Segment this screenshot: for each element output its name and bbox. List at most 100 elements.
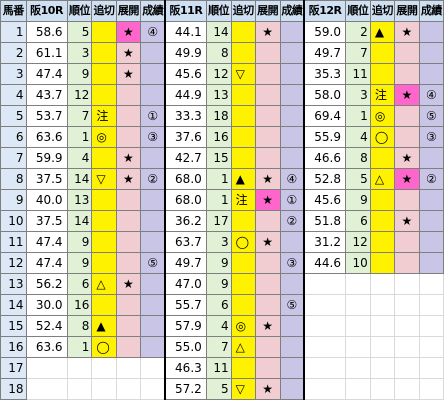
score-cell[interactable]: 56.2 <box>25 273 68 295</box>
empty-cell[interactable] <box>303 294 346 316</box>
empty-cell[interactable] <box>369 378 395 400</box>
training-mark-cell[interactable]: ▲ <box>230 168 256 190</box>
pace-cell[interactable]: ★ <box>254 21 281 43</box>
empty-cell[interactable] <box>140 378 166 400</box>
empty-cell[interactable] <box>344 315 371 337</box>
empty-cell[interactable] <box>369 315 395 337</box>
rank-cell[interactable]: 1 <box>344 105 371 127</box>
rank-cell[interactable]: 5 <box>344 168 371 190</box>
training-mark-cell[interactable] <box>91 147 117 169</box>
training-mark-cell[interactable] <box>91 210 117 232</box>
horse-number-cell[interactable]: 12 <box>0 252 27 274</box>
result-cell[interactable] <box>279 126 305 148</box>
header-cell-rank[interactable]: 順位 <box>344 0 371 22</box>
result-cell[interactable] <box>279 21 305 43</box>
rank-cell[interactable]: 1 <box>66 336 93 358</box>
training-mark-cell[interactable]: 注 <box>230 189 256 211</box>
result-cell[interactable]: ② <box>279 210 305 232</box>
empty-cell[interactable] <box>25 357 68 379</box>
training-mark-cell[interactable]: 注 <box>369 84 395 106</box>
training-mark-cell[interactable] <box>369 147 395 169</box>
empty-cell[interactable] <box>393 378 420 400</box>
horse-number-cell[interactable]: 3 <box>0 63 27 85</box>
score-cell[interactable]: 47.4 <box>25 63 68 85</box>
result-cell[interactable]: ① <box>279 189 305 211</box>
header-cell-training[interactable]: 追切 <box>369 0 395 22</box>
rank-cell[interactable]: 6 <box>344 210 371 232</box>
horse-number-cell[interactable]: 10 <box>0 210 27 232</box>
header-cell-rank[interactable]: 順位 <box>66 0 93 22</box>
score-cell[interactable]: 44.9 <box>164 84 207 106</box>
header-cell-training[interactable]: 追切 <box>91 0 117 22</box>
rank-cell[interactable]: 4 <box>344 126 371 148</box>
result-cell[interactable] <box>279 63 305 85</box>
empty-cell[interactable] <box>66 357 93 379</box>
empty-cell[interactable] <box>344 378 371 400</box>
horse-number-cell[interactable]: 17 <box>0 357 27 379</box>
training-mark-cell[interactable] <box>91 252 117 274</box>
pace-cell[interactable] <box>393 126 420 148</box>
result-cell[interactable] <box>140 63 166 85</box>
training-mark-cell[interactable] <box>369 42 395 64</box>
result-cell[interactable]: ③ <box>140 126 166 148</box>
training-mark-cell[interactable] <box>369 63 395 85</box>
empty-cell[interactable] <box>418 315 444 337</box>
result-cell[interactable] <box>279 336 305 358</box>
pace-cell[interactable] <box>393 42 420 64</box>
score-cell[interactable]: 63.6 <box>25 336 68 358</box>
empty-cell[interactable] <box>344 273 371 295</box>
pace-cell[interactable]: ★ <box>254 315 281 337</box>
rank-cell[interactable]: 12 <box>205 63 232 85</box>
result-cell[interactable]: ⑤ <box>418 105 444 127</box>
training-mark-cell[interactable]: ◎ <box>369 105 395 127</box>
training-mark-cell[interactable] <box>91 21 117 43</box>
pace-cell[interactable] <box>115 210 142 232</box>
empty-cell[interactable] <box>66 378 93 400</box>
training-mark-cell[interactable]: △ <box>91 273 117 295</box>
training-mark-cell[interactable] <box>230 126 256 148</box>
pace-cell[interactable]: ★ <box>254 378 281 400</box>
horse-number-cell[interactable]: 15 <box>0 315 27 337</box>
result-cell[interactable] <box>418 147 444 169</box>
header-cell-result[interactable]: 成績 <box>279 0 305 22</box>
rank-cell[interactable]: 1 <box>205 189 232 211</box>
rank-cell[interactable]: 8 <box>344 147 371 169</box>
result-cell[interactable]: ② <box>140 168 166 190</box>
empty-cell[interactable] <box>303 273 346 295</box>
result-cell[interactable] <box>279 378 305 400</box>
score-cell[interactable]: 58.6 <box>25 21 68 43</box>
rank-cell[interactable]: 3 <box>66 42 93 64</box>
result-cell[interactable] <box>418 42 444 64</box>
training-mark-cell[interactable] <box>91 63 117 85</box>
pace-cell[interactable] <box>254 105 281 127</box>
score-cell[interactable]: 57.2 <box>164 378 207 400</box>
pace-cell[interactable] <box>254 84 281 106</box>
training-mark-cell[interactable] <box>230 273 256 295</box>
score-cell[interactable]: 68.0 <box>164 168 207 190</box>
result-cell[interactable] <box>418 63 444 85</box>
rank-cell[interactable]: 11 <box>344 63 371 85</box>
training-mark-cell[interactable]: ▽ <box>230 63 256 85</box>
header-cell-pace[interactable]: 展開 <box>254 0 281 22</box>
score-cell[interactable]: 52.4 <box>25 315 68 337</box>
score-cell[interactable]: 46.3 <box>164 357 207 379</box>
training-mark-cell[interactable]: △ <box>369 168 395 190</box>
pace-cell[interactable] <box>115 126 142 148</box>
training-mark-cell[interactable]: △ <box>230 336 256 358</box>
result-cell[interactable]: ⑤ <box>140 252 166 274</box>
pace-cell[interactable]: ★ <box>115 147 142 169</box>
empty-cell[interactable] <box>303 357 346 379</box>
pace-cell[interactable] <box>254 42 281 64</box>
training-mark-cell[interactable] <box>91 84 117 106</box>
score-cell[interactable]: 69.4 <box>303 105 346 127</box>
rank-cell[interactable]: 2 <box>344 21 371 43</box>
header-cell-result[interactable]: 成績 <box>140 0 166 22</box>
result-cell[interactable] <box>279 84 305 106</box>
pace-cell[interactable] <box>115 315 142 337</box>
score-cell[interactable]: 49.7 <box>164 252 207 274</box>
training-mark-cell[interactable] <box>91 294 117 316</box>
result-cell[interactable]: ③ <box>418 126 444 148</box>
pace-cell[interactable] <box>393 63 420 85</box>
result-cell[interactable] <box>279 105 305 127</box>
pace-cell[interactable] <box>254 357 281 379</box>
